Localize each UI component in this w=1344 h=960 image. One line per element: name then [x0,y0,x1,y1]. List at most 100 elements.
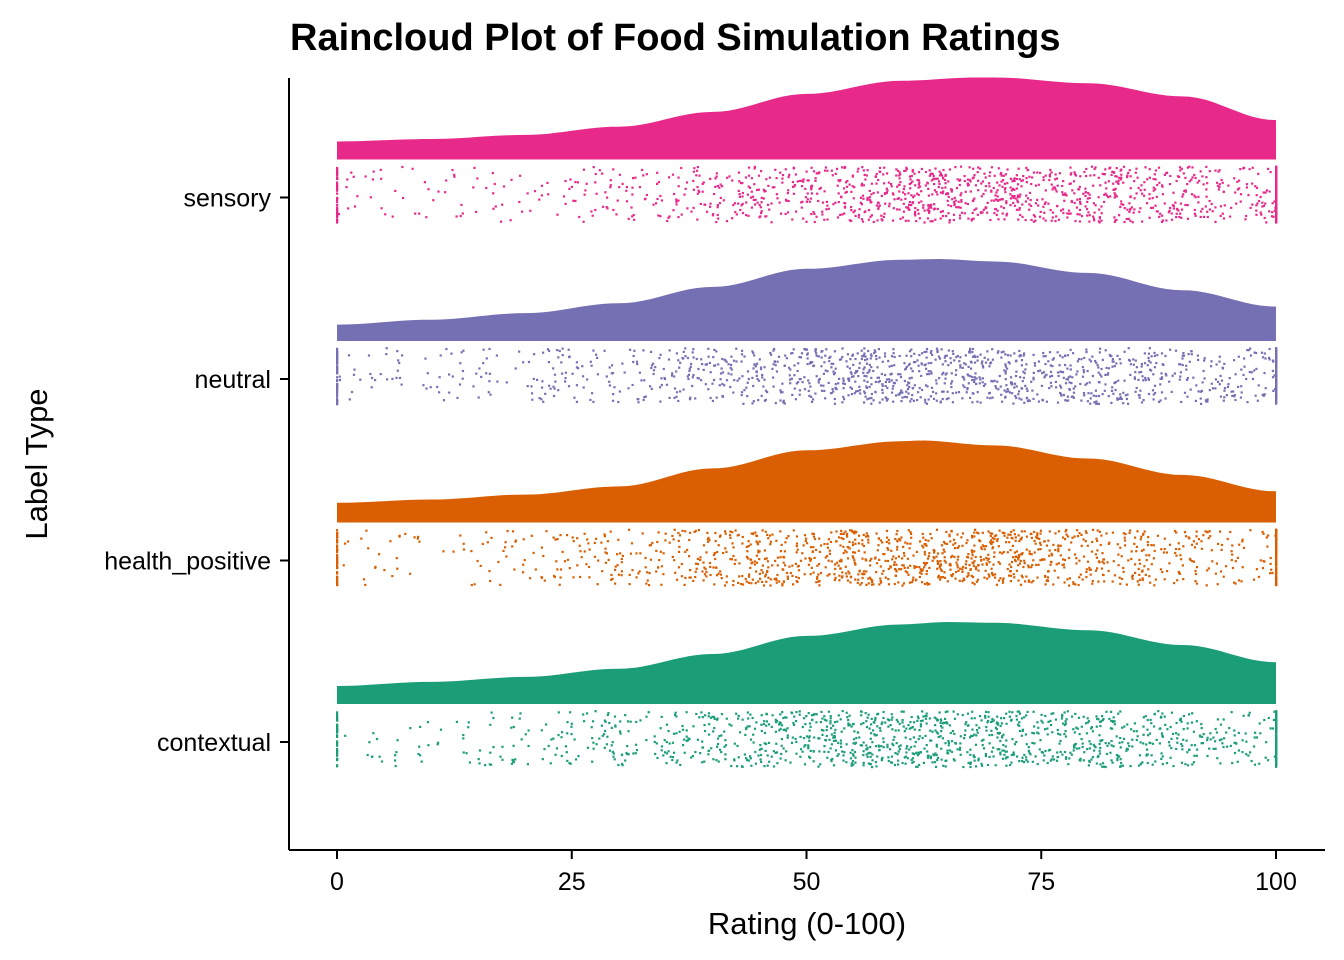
rain-point [1135,386,1138,390]
rain-point [805,735,809,738]
rain-point [1273,374,1276,377]
rain-point [814,350,817,353]
rain-point [875,532,878,535]
rain-point [568,762,571,765]
rain-point [1100,567,1103,570]
rain-point [950,188,953,191]
rain-point [632,354,635,358]
rain-point [1116,398,1119,401]
rain-point [1149,368,1152,371]
rain-point [964,354,967,357]
rain-point [900,400,903,403]
rain-point [896,540,899,543]
rain-point [779,713,782,716]
rain-point [684,347,687,350]
rain-point [996,736,999,739]
rain-point [704,568,707,571]
rain-point [864,395,867,398]
rain-point [1151,206,1155,209]
rain-point [753,560,756,563]
rain-point [851,749,854,752]
rain-point [947,741,950,744]
rain-point [1063,558,1067,562]
rain-point [913,745,916,748]
rain-point [1075,206,1078,209]
rain-point [660,383,663,387]
rain-point [824,566,827,569]
rain-point [1214,747,1217,750]
rain-point [628,583,631,586]
rain-point [488,380,491,383]
rain-point [810,400,814,403]
rain-point [594,710,597,713]
rain-point [980,546,983,549]
rain-point [1155,195,1158,198]
rain-point [971,355,975,358]
rain-point [1228,377,1231,380]
rain-point [592,720,595,723]
rain-point [1007,533,1010,536]
rain-point [1066,216,1069,219]
rain-point [746,758,749,762]
rain-point [725,550,728,553]
rain-point [1089,573,1092,576]
rain-point [939,735,942,738]
rain-point [900,710,903,713]
rain-point [1001,749,1004,752]
rain-point [870,182,873,185]
rain-point [975,568,978,571]
rain-point [740,353,744,356]
rain-point [1005,739,1008,742]
rain-point [608,749,612,752]
rain-point [1068,577,1071,580]
rain-point [1145,554,1148,557]
rain-point [1139,762,1142,765]
rain-point [1028,191,1032,194]
rain-point [1049,375,1052,378]
rain-point [1031,731,1034,734]
rain-point [972,754,975,757]
rain-point [971,211,974,214]
rain-point [1275,726,1278,729]
rain-point [832,362,835,365]
rain-point [1064,363,1067,367]
rain-point [398,535,401,538]
rain-point [785,571,789,575]
rain-point [892,738,895,741]
rain-point [771,367,774,370]
rain-point [973,376,976,379]
rain-point [962,577,965,580]
rain-point [1054,532,1057,535]
rain-point [1181,354,1184,357]
rain-point [697,377,700,380]
rain-point [980,719,983,722]
rain-point [1103,389,1106,392]
rain-point [862,764,865,767]
rain-point [760,569,763,572]
rain-point [895,174,898,177]
rain-point [846,535,849,538]
rain-point [790,377,793,380]
rain-point [564,202,567,205]
rain-point [1162,363,1165,366]
rain-point [1057,576,1060,579]
density-cloud-contextual [337,622,1276,704]
rain-point [386,378,389,381]
rain-point [888,205,891,208]
rain-point [336,550,339,553]
rain-point [1081,578,1084,581]
rain-point [1107,367,1111,370]
rain-point [1074,173,1077,176]
rain-point [764,575,767,578]
rain-point [845,190,848,193]
rain-point [1157,166,1161,169]
rain-point [688,576,691,579]
rain-point [1008,362,1011,365]
rain-point [929,729,932,732]
rain-point [915,765,918,768]
rain-point [783,556,786,559]
rain-point [684,530,687,533]
rain-point [1018,390,1021,393]
rain-point [1061,356,1064,359]
rain-point [1130,557,1133,561]
